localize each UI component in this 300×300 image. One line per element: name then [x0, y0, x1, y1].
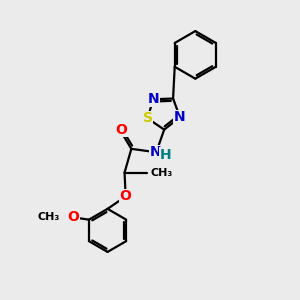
- Text: CH₃: CH₃: [151, 168, 173, 178]
- Text: H: H: [160, 148, 172, 161]
- Text: O: O: [120, 189, 132, 203]
- Text: N: N: [147, 92, 159, 106]
- Text: N: N: [149, 145, 161, 159]
- Text: O: O: [67, 210, 79, 224]
- Text: N: N: [174, 110, 186, 124]
- Text: O: O: [115, 123, 127, 136]
- Text: S: S: [142, 111, 153, 125]
- Text: CH₃: CH₃: [37, 212, 59, 222]
